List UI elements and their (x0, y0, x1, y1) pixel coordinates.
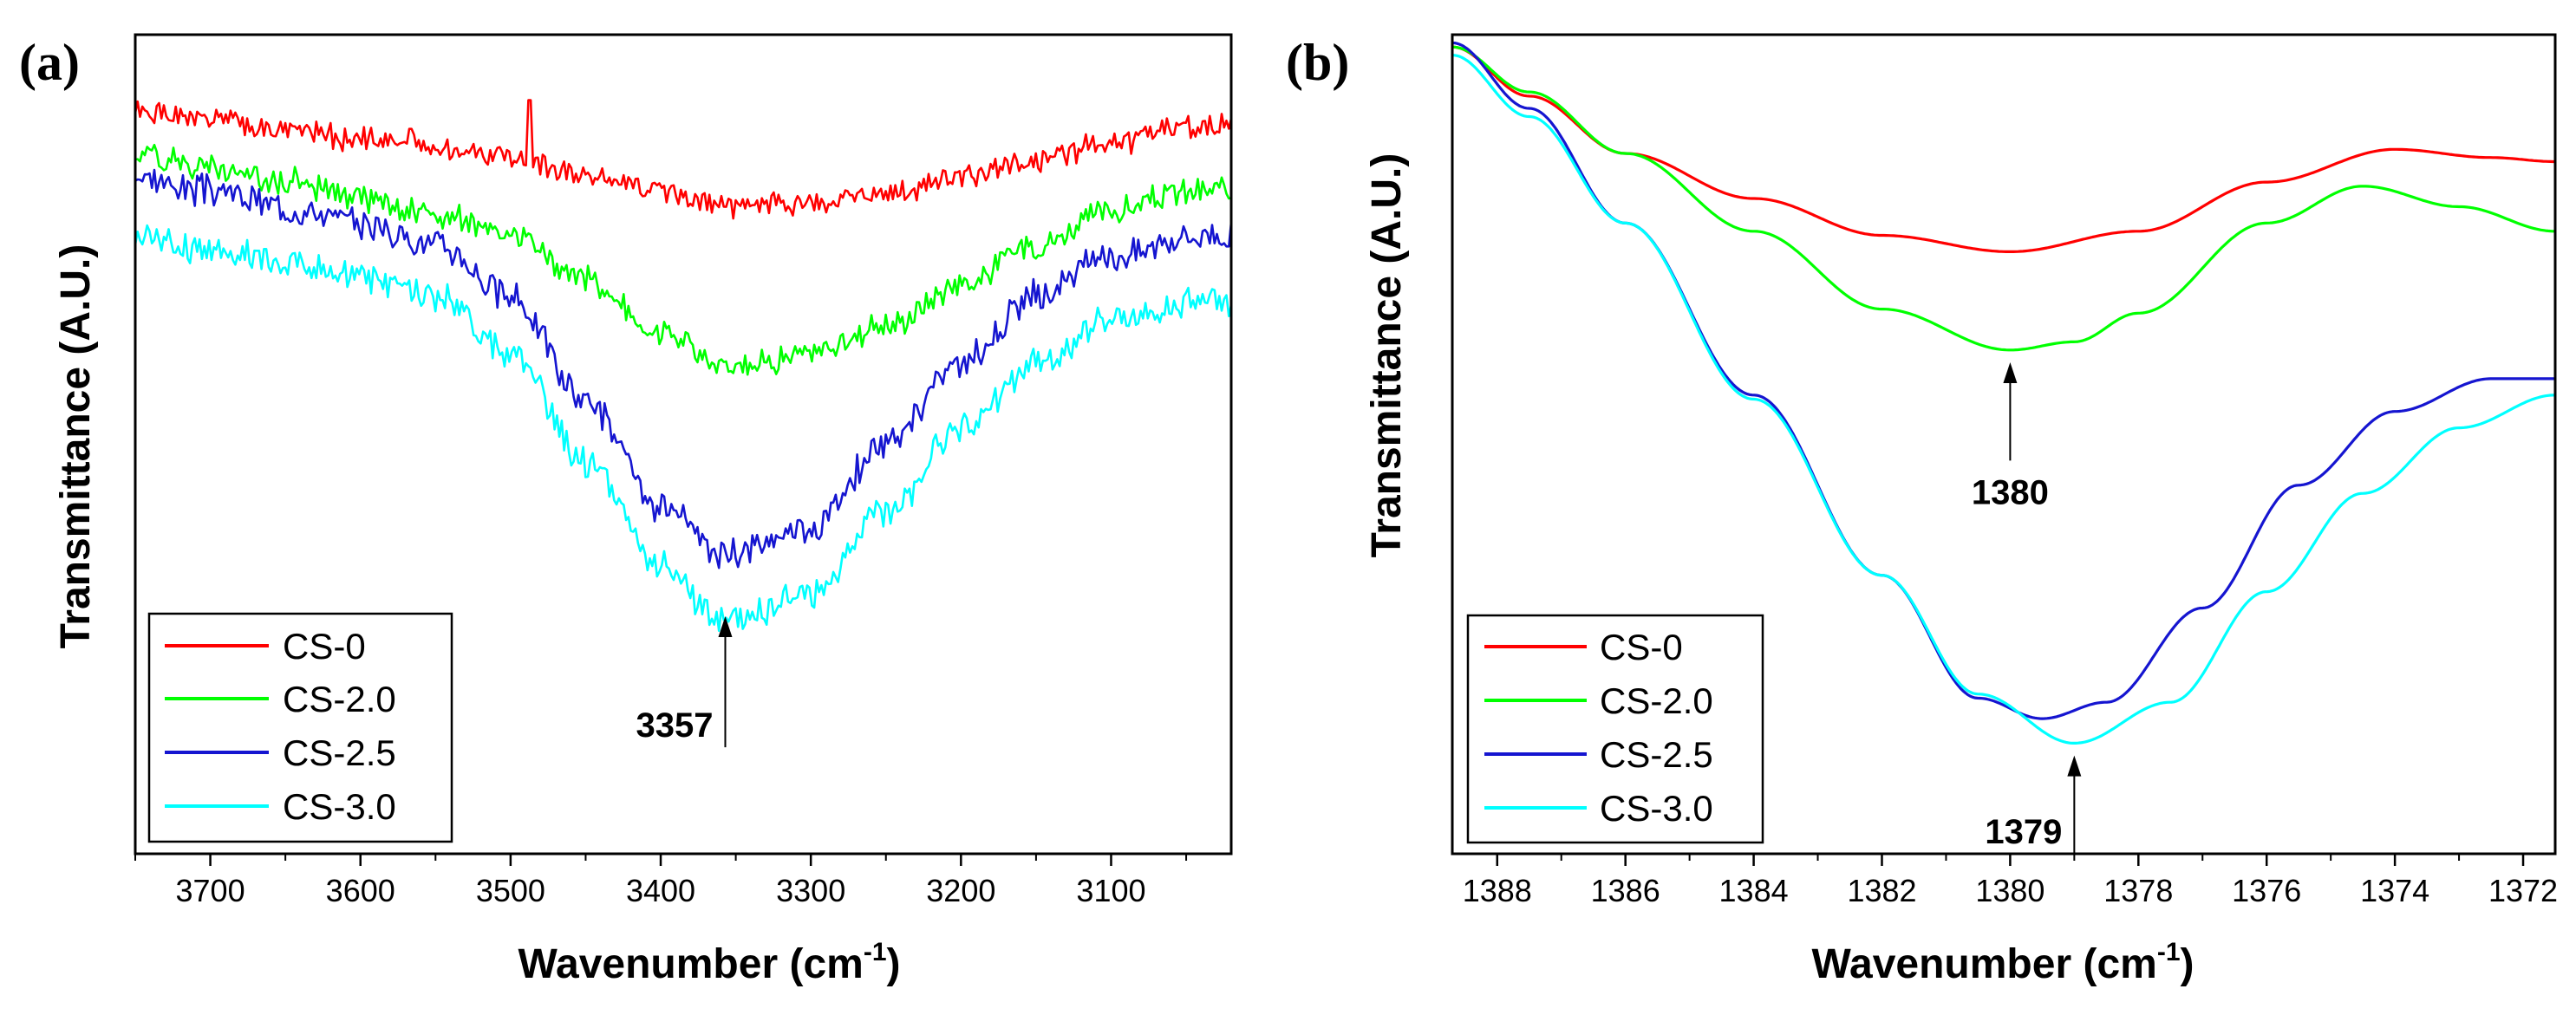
x-axis-label-b-main: Wavenumber (cm (1812, 941, 2157, 987)
legend-label-a-cs30: CS-3.0 (283, 786, 396, 827)
y-axis-label-b: Transmittance (A.U.) (1364, 153, 1410, 558)
panel-label-b: (b) (1286, 34, 1349, 91)
plot-frame-a (134, 33, 1233, 856)
x-tick-label: 3300 (776, 873, 845, 908)
x-tick-label: 1376 (2232, 873, 2301, 908)
annotation-arrowhead-1380 (2003, 362, 2018, 383)
annotation-arrowhead-3357 (718, 615, 733, 637)
x-axis-label-a-main: Wavenumber (cm (518, 941, 864, 987)
series-group-a (134, 99, 1233, 632)
y-axis-label-a: Transmittance (A.U.) (53, 244, 99, 649)
x-axis-label-b: Wavenumber (cm-1) (1812, 938, 2194, 987)
series-line-a-cs30 (134, 224, 1233, 632)
legend-label-a-cs20: CS-2.0 (283, 679, 396, 719)
panel-b: (b) Transmittance (A.U.) Wavenumber (cm-… (1286, 33, 2558, 987)
x-tick-label: 3200 (926, 873, 995, 908)
legend-label-b-cs30: CS-3.0 (1600, 788, 1713, 829)
x-tick-label: 1388 (1463, 873, 1532, 908)
series-group-b (1451, 41, 2556, 745)
x-tick-label: 1384 (1719, 873, 1789, 908)
series-line-b-cs20 (1451, 45, 2555, 352)
annotation-label-1379: 1379 (1985, 813, 2062, 851)
legend-label-a-cs0: CS-0 (283, 626, 366, 667)
x-ticks-a: 3700 3600 3500 3400 3300 3200 3100 (134, 854, 1188, 908)
x-axis-label-a-close: ) (887, 941, 901, 987)
legend-box-b (1466, 614, 1764, 844)
annotation-label-1380: 1380 (1972, 473, 2049, 511)
legend-label-b-cs0: CS-0 (1600, 627, 1683, 667)
annotation-arrowhead-1379 (2067, 755, 2082, 777)
legend-label-b-cs20: CS-2.0 (1600, 680, 1713, 721)
x-axis-label-a-sup: -1 (864, 938, 887, 966)
series-line-a-cs20 (134, 143, 1232, 376)
legend-a: CS-0 CS-2.0 CS-2.5 CS-3.0 (147, 612, 453, 843)
series-line-a-cs25 (134, 168, 1233, 569)
x-tick-label: 3600 (326, 873, 395, 908)
annotations-a: 3357 (636, 615, 733, 748)
x-tick-label: 1374 (2360, 873, 2429, 908)
x-tick-label: 3500 (476, 873, 545, 908)
x-axis-label-b-close: ) (2181, 941, 2194, 987)
x-axis-label-a: Wavenumber (cm-1) (518, 938, 901, 987)
x-tick-label: 1378 (2103, 873, 2173, 908)
x-tick-label: 1382 (1847, 873, 1916, 908)
x-tick-label: 1372 (2488, 873, 2558, 908)
annotations-b: 1380 1379 (1972, 362, 2082, 854)
x-tick-label: 1386 (1591, 873, 1660, 908)
x-tick-label: 1380 (1975, 873, 2044, 908)
x-tick-label: 3100 (1076, 873, 1145, 908)
x-ticks-b: 1388 1386 1384 1382 1380 1378 1376 1374 1372 (1463, 854, 2558, 908)
plot-frame-b (1451, 33, 2557, 856)
legend-label-b-cs25: CS-2.5 (1600, 734, 1713, 775)
series-line-a-cs0 (134, 99, 1233, 220)
panel-a: (a) Transmittance (A.U.) Wavenumber (cm-… (19, 33, 1233, 987)
legend-b: CS-0 CS-2.0 CS-2.5 CS-3.0 (1466, 614, 1764, 844)
annotation-label-3357: 3357 (636, 706, 713, 745)
legend-label-a-cs25: CS-2.5 (283, 732, 396, 773)
legend-box-a (147, 612, 453, 843)
x-tick-label: 3400 (626, 873, 695, 908)
series-line-b-cs30 (1451, 54, 2556, 745)
panel-label-a: (a) (19, 34, 80, 91)
x-axis-label-b-sup: -1 (2157, 938, 2181, 966)
x-tick-label: 3700 (176, 873, 245, 908)
